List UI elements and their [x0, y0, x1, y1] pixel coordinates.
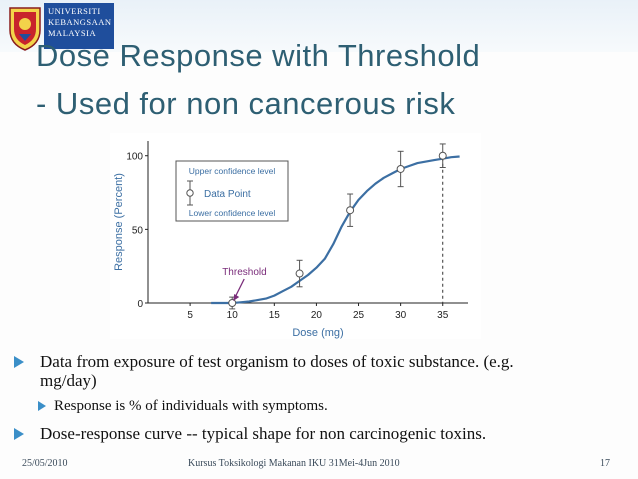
y-tick-label: 50	[132, 225, 144, 236]
university-name-logo: UNIVERSITI KEBANGSAAN MALAYSIA	[44, 3, 114, 49]
legend-upper-label: Upper confidence level	[189, 166, 276, 176]
x-tick-label: 20	[311, 310, 323, 321]
dose-response-curve	[232, 155, 460, 305]
bullet-2: Response is % of individuals with sympto…	[38, 398, 328, 415]
x-tick-label: 10	[227, 310, 239, 321]
legend-lower-label: Lower confidence level	[189, 208, 276, 218]
dose-response-chart: 0 50 100 5 10 15 20 25 30 35 Dose (mg) Response (Pe…	[113, 141, 468, 339]
x-tick-label: 25	[353, 310, 365, 321]
y-tick-label: 100	[126, 152, 143, 163]
footer-page-number: 17	[600, 458, 610, 469]
footer-course: Kursus Toksikologi Makanan IKU 31Mei-4Ju…	[188, 458, 400, 469]
bullet-arrow-icon	[14, 428, 24, 440]
x-tick-label: 5	[187, 310, 193, 321]
footer-date: 25/05/2010	[22, 458, 68, 469]
legend-point-label: Data Point	[204, 189, 251, 200]
y-axis-label: Response (Percent)	[113, 173, 125, 271]
data-point	[295, 269, 304, 278]
data-point	[346, 206, 355, 215]
logo-line-2: KEBANGSAAN	[48, 17, 112, 27]
chart-panel: 0 50 100 5 10 15 20 25 30 35 Dose (mg) Response (Pe…	[110, 133, 481, 339]
legend-box	[175, 160, 289, 222]
bullet-3: Dose-response curve -- typical shape for…	[14, 424, 574, 443]
slide-title-line-2: - Used for non cancerous risk	[36, 86, 456, 121]
bullet-arrow-icon	[14, 356, 24, 368]
data-point	[438, 151, 447, 160]
x-tick-label: 15	[269, 310, 281, 321]
bullet-1: Data from exposure of test organism to d…	[14, 352, 534, 390]
threshold-label: Threshold	[222, 267, 266, 278]
legend-data-point	[186, 189, 194, 197]
bullet-3-text: Dose-response curve -- typical shape for…	[40, 424, 487, 443]
logo-line-3: MALAYSIA	[48, 28, 97, 38]
slide-title-line-1: Dose Response with Threshold	[36, 38, 481, 73]
x-tick-label: 30	[395, 310, 407, 321]
threshold-arrowhead	[233, 294, 240, 301]
y-tick-label: 0	[137, 299, 143, 310]
x-tick-label: 35	[437, 310, 449, 321]
bullet-arrow-icon	[38, 401, 46, 411]
data-point	[228, 299, 237, 307]
x-axis-label: Dose (mg)	[292, 327, 343, 339]
logo-line-1: UNIVERSITI	[48, 6, 101, 16]
university-crest-logo	[9, 7, 41, 51]
bullet-2-text: Response is % of individuals with sympto…	[54, 398, 328, 414]
bullet-1-text: Data from exposure of test organism to d…	[40, 352, 514, 390]
data-point	[396, 164, 405, 173]
